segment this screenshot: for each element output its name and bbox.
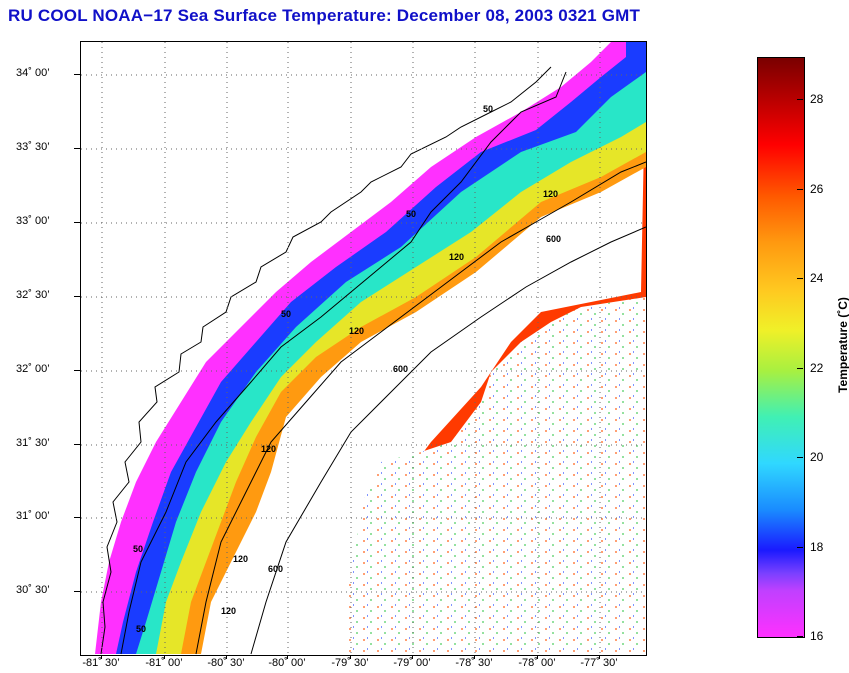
colorbar-tick [797, 636, 803, 637]
cloud-speckle [346, 297, 646, 654]
colorbar-tick [797, 457, 803, 458]
colorbar-label-20: 20 [810, 450, 824, 464]
lat-label-32-30: 32˚ 30’ [16, 289, 50, 301]
lat-label-32-00: 32˚ 00’ [16, 363, 50, 375]
graticule [81, 42, 646, 655]
contour-label-120: 120 [261, 444, 276, 454]
coastline [100, 66, 552, 655]
lon-label-81-00: -81˚ 00’ [145, 657, 183, 669]
lon-tick [287, 654, 288, 659]
lat-label-31-00: 31˚ 00’ [16, 510, 50, 522]
lat-label-31-30: 31˚ 30’ [16, 437, 50, 449]
colorbar-label-24: 24 [810, 271, 824, 285]
temperature-colorbar [757, 57, 805, 638]
colorbar-tick [797, 547, 803, 548]
lat-tick [74, 517, 80, 518]
contour-label-50: 50 [133, 544, 143, 554]
lat-tick [74, 222, 80, 223]
colorbar-label-26: 26 [810, 182, 824, 196]
lon-tick [412, 654, 413, 659]
lon-label-81-30: -81˚ 30’ [82, 657, 120, 669]
lat-label-33-30: 33˚ 30’ [16, 141, 50, 153]
sst-map-graphic: 50 50 50 50 50 120 120 120 120 120 120 6… [81, 42, 646, 655]
isobath-120 [195, 161, 646, 655]
contour-label-50: 50 [406, 209, 416, 219]
colorbar-label-28: 28 [810, 92, 824, 106]
contour-label-50: 50 [483, 104, 493, 114]
lon-tick [101, 654, 102, 659]
contour-label-120: 120 [221, 606, 236, 616]
lat-label-30-30: 30˚ 30’ [16, 584, 50, 596]
map-title: RU COOL NOAA−17 Sea Surface Temperature:… [8, 6, 641, 25]
colorbar-tick [797, 368, 803, 369]
lat-tick [74, 74, 80, 75]
lon-tick [164, 654, 165, 659]
contour-label-600: 600 [393, 364, 408, 374]
lon-tick [599, 654, 600, 659]
lat-tick [74, 148, 80, 149]
land-coast [81, 42, 611, 654]
lon-tick [350, 654, 351, 659]
lat-label-34-00: 34˚ 00’ [16, 67, 50, 79]
lon-tick [226, 654, 227, 659]
colorbar-label-22: 22 [810, 361, 824, 375]
colorbar-tick [797, 189, 803, 190]
lon-label-78-00: -78˚ 00’ [518, 657, 556, 669]
isobath-50 [120, 71, 567, 655]
contour-label-600: 600 [546, 234, 561, 244]
lon-label-79-00: -79˚ 00’ [393, 657, 431, 669]
lat-label-33-00: 33˚ 00’ [16, 215, 50, 227]
lat-tick [74, 370, 80, 371]
contour-label-120: 120 [349, 326, 364, 336]
contour-label-120: 120 [543, 189, 558, 199]
lon-tick [474, 654, 475, 659]
colorbar-label-16: 16 [810, 629, 824, 643]
lat-tick [74, 591, 80, 592]
lat-tick [74, 444, 80, 445]
lon-label-80-30: -80˚ 30’ [207, 657, 245, 669]
contour-label-50: 50 [281, 309, 291, 319]
lon-label-77-30: -77˚ 30’ [580, 657, 618, 669]
colorbar-title: Temperature (˚C) [836, 297, 849, 393]
sst-map[interactable]: 50 50 50 50 50 120 120 120 120 120 120 6… [80, 41, 647, 656]
contour-label-120: 120 [449, 252, 464, 262]
colorbar-tick [797, 99, 803, 100]
contour-label-120: 120 [233, 554, 248, 564]
contour-label-50: 50 [136, 624, 146, 634]
lat-tick [74, 296, 80, 297]
lon-label-80-00: -80˚ 00’ [268, 657, 306, 669]
colorbar-label-18: 18 [810, 540, 824, 554]
lon-label-78-30: -78˚ 30’ [455, 657, 493, 669]
isobath-600 [250, 226, 646, 655]
contour-label-600: 600 [268, 564, 283, 574]
lon-tick [537, 654, 538, 659]
lon-label-79-30: -79˚ 30’ [331, 657, 369, 669]
colorbar-tick [797, 278, 803, 279]
